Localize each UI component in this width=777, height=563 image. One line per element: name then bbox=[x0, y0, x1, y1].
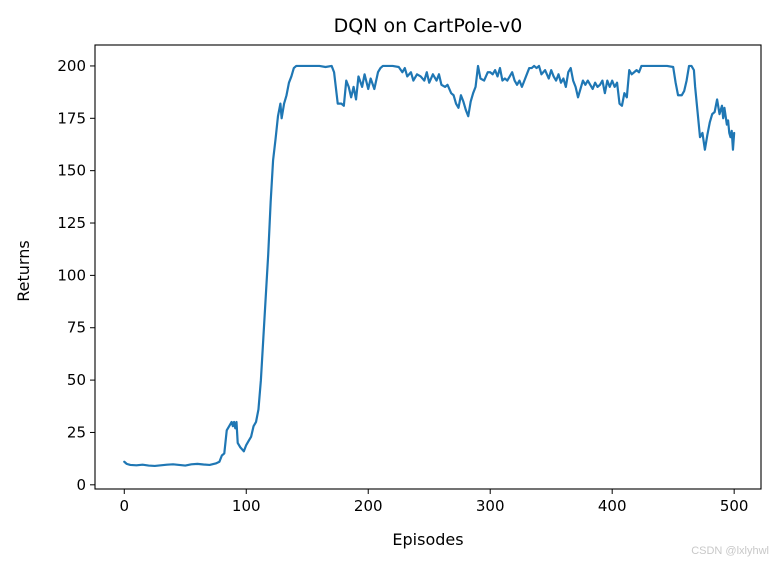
x-tick-label: 0 bbox=[120, 497, 130, 515]
x-tick-label: 200 bbox=[354, 497, 383, 515]
y-tick-label: 75 bbox=[67, 319, 86, 337]
x-tick-label: 500 bbox=[720, 497, 749, 515]
chart-title: DQN on CartPole-v0 bbox=[334, 15, 523, 37]
y-tick-label: 100 bbox=[57, 266, 86, 284]
y-tick-label: 125 bbox=[57, 214, 86, 232]
x-tick-label: 400 bbox=[598, 497, 627, 515]
series-line bbox=[123, 64, 736, 468]
y-tick-label: 50 bbox=[67, 371, 86, 389]
x-tick-label: 300 bbox=[476, 497, 505, 515]
y-tick-label: 0 bbox=[76, 476, 86, 494]
watermark-text: CSDN @lxlyhwl bbox=[691, 545, 769, 557]
y-axis-label: Returns bbox=[14, 240, 33, 301]
plot-frame bbox=[94, 44, 762, 490]
x-tick-label: 100 bbox=[232, 497, 261, 515]
y-tick-label: 150 bbox=[57, 162, 86, 180]
ticks: 0 100 200 300 400 500 0 25 50 75 100 125 150 175 200 bbox=[57, 57, 748, 515]
y-tick-label: 200 bbox=[57, 57, 86, 75]
x-axis-label: Episodes bbox=[392, 530, 463, 549]
y-tick-label: 175 bbox=[57, 109, 86, 127]
y-tick-label: 25 bbox=[67, 423, 86, 441]
